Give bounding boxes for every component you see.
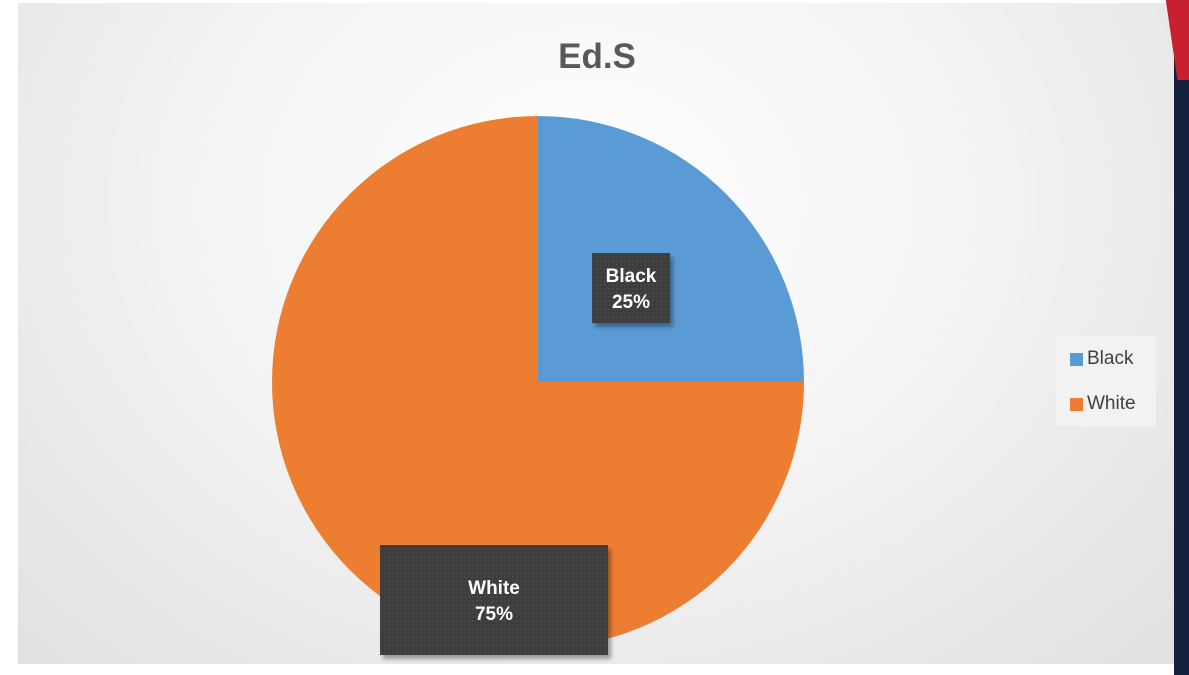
pie-data-labels: Black 25% White 75% xyxy=(380,253,670,655)
data-label-value: 75% xyxy=(475,604,513,625)
slide-edge-strip xyxy=(1174,0,1189,675)
frame-bottom xyxy=(0,664,1189,675)
data-label-black: Black 25% xyxy=(592,253,670,323)
frame-left xyxy=(0,0,18,675)
data-label-box xyxy=(380,545,608,655)
data-label-white: White 75% xyxy=(380,545,608,655)
legend-swatch xyxy=(1070,397,1083,411)
data-label-category: Black xyxy=(606,266,657,287)
data-label-value: 25% xyxy=(612,292,650,313)
data-label-category: White xyxy=(468,578,520,599)
legend-label: Black xyxy=(1087,348,1134,369)
legend-label: White xyxy=(1087,393,1136,414)
legend-item-black: Black xyxy=(1070,348,1133,370)
frame-top xyxy=(0,0,1189,3)
legend: Black White xyxy=(1056,336,1156,426)
legend-item-white: White xyxy=(1070,393,1136,415)
data-label-box xyxy=(592,253,670,323)
pie-slice-black xyxy=(538,116,804,382)
chart-title: Ed.S xyxy=(558,37,636,76)
pie-slice-white xyxy=(272,116,804,648)
legend-swatch xyxy=(1070,352,1083,366)
